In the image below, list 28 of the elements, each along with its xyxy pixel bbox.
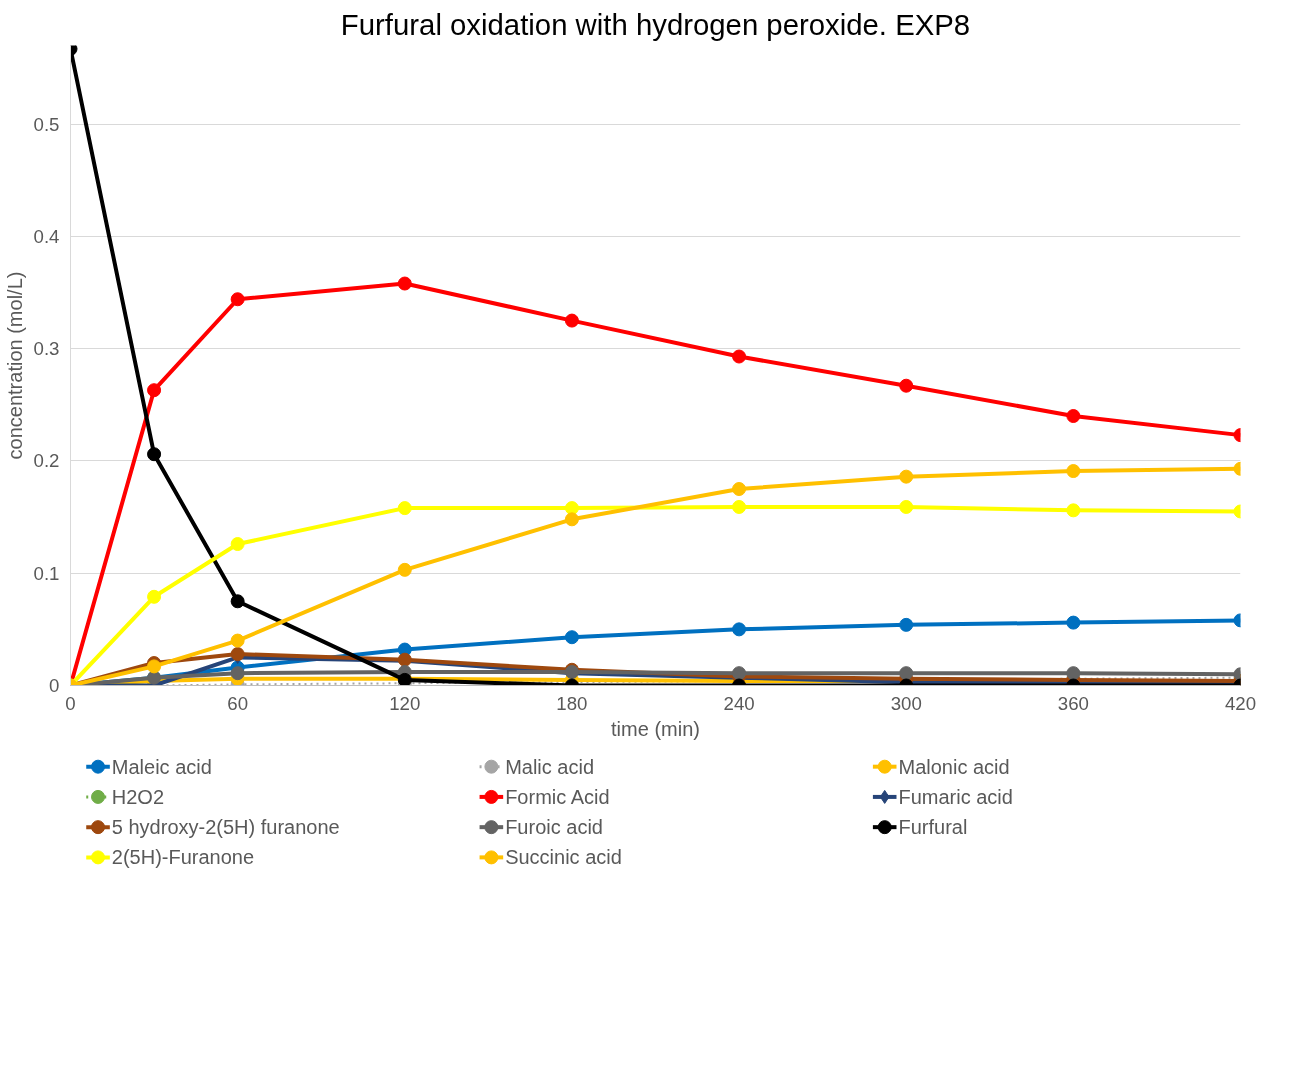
- x-tick-label: 240: [723, 692, 755, 714]
- y-tick-label: 0.4: [33, 225, 60, 247]
- x-tick-label: 420: [1224, 692, 1257, 714]
- legend-label: Furoic acid: [505, 816, 603, 839]
- legend-label: Succinic acid: [505, 846, 622, 869]
- legend-label: Furfural: [898, 816, 968, 839]
- x-tick-label: 360: [1057, 692, 1089, 714]
- x-tick-label: 180: [556, 692, 588, 714]
- y-tick-label: 0.2: [33, 450, 60, 472]
- legend-label: 5 hydroxy-2(5H) furanone: [111, 816, 340, 839]
- x-axis-title: time (min): [611, 717, 700, 740]
- chart-title: Furfural oxidation with hydrogen peroxide. EXP8: [340, 7, 971, 41]
- legend-label: Malonic acid: [898, 755, 1010, 778]
- legend-label: H2O2: [111, 785, 165, 808]
- y-axis-title: concentration (mol/L): [3, 271, 26, 460]
- x-tick-label: 60: [227, 692, 249, 714]
- legend-label: Maleic acid: [111, 755, 212, 778]
- x-tick-label: 120: [389, 692, 421, 714]
- y-tick-label: 0.5: [33, 113, 60, 135]
- legend-label: 2(5H)-Furanone: [111, 846, 255, 869]
- legend-label: Fumaric acid: [898, 785, 1013, 808]
- y-tick-label: 0: [49, 675, 60, 696]
- y-tick-label: 0.1: [33, 562, 60, 584]
- legend-label: Malic acid: [505, 755, 595, 778]
- y-tick-label: 0.3: [33, 338, 60, 360]
- x-tick-label: 0: [65, 692, 76, 714]
- legend-label: Formic Acid: [505, 785, 610, 808]
- x-tick-label: 300: [890, 692, 922, 714]
